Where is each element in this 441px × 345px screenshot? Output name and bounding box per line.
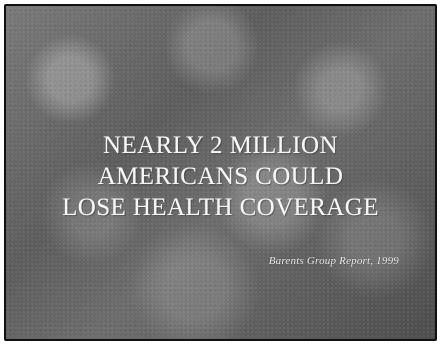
headline-line-3: LOSE HEALTH COVERAGE bbox=[62, 194, 379, 221]
headline-line-1: NEARLY 2 MILLION bbox=[103, 132, 338, 159]
presentation-slide: NEARLY 2 MILLION AMERICANS COULD LOSE HE… bbox=[4, 4, 437, 341]
slide-headline: NEARLY 2 MILLION AMERICANS COULD LOSE HE… bbox=[6, 130, 435, 223]
headline-line-2: AMERICANS COULD bbox=[97, 163, 344, 190]
source-citation: Barents Group Report, 1999 bbox=[268, 255, 399, 267]
